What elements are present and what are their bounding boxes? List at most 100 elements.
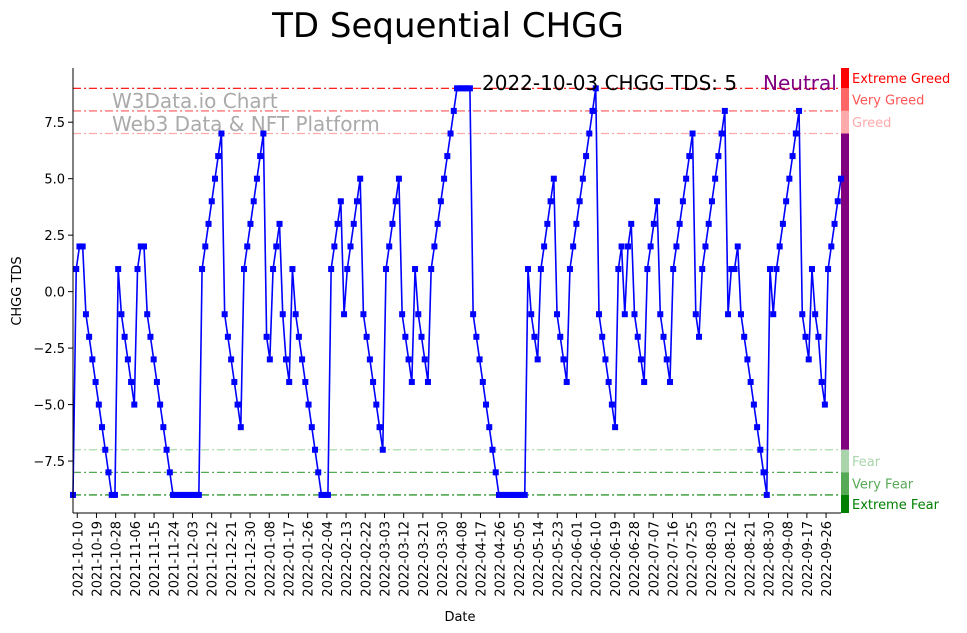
data-point bbox=[760, 469, 767, 476]
x-tick-label: 2021-10-19 bbox=[90, 521, 105, 597]
data-point bbox=[182, 491, 189, 498]
data-point bbox=[834, 198, 841, 205]
data-point bbox=[566, 266, 573, 273]
data-point bbox=[102, 446, 109, 453]
data-point bbox=[692, 311, 699, 318]
data-point bbox=[228, 356, 235, 363]
x-tick-label: 2022-09-26 bbox=[820, 521, 835, 597]
data-point bbox=[531, 333, 538, 340]
data-point bbox=[337, 198, 344, 205]
data-point bbox=[473, 333, 480, 340]
data-point bbox=[770, 311, 777, 318]
series-layer bbox=[70, 85, 844, 498]
watermark-line-title: W3Data.io Chart bbox=[112, 89, 278, 113]
data-point bbox=[621, 311, 628, 318]
data-point bbox=[818, 378, 825, 385]
x-tick-label: 2021-11-24 bbox=[167, 521, 182, 597]
x-tick-label: 2022-01-08 bbox=[263, 521, 278, 597]
data-point bbox=[544, 220, 551, 227]
x-tick-label: 2022-05-05 bbox=[513, 521, 528, 597]
data-point bbox=[163, 446, 170, 453]
status-label: Neutral bbox=[763, 71, 837, 95]
data-point bbox=[666, 378, 673, 385]
x-tick-label: 2021-12-03 bbox=[186, 521, 201, 597]
data-point bbox=[479, 378, 486, 385]
data-point bbox=[579, 175, 586, 182]
data-point bbox=[812, 311, 819, 318]
data-point bbox=[673, 243, 680, 250]
data-point bbox=[134, 266, 141, 273]
data-point bbox=[95, 401, 102, 408]
sentiment-zone-labels: Extreme Greed Very Greed Greed Fear Very Fea… bbox=[852, 72, 950, 513]
data-point bbox=[208, 198, 215, 205]
data-point bbox=[708, 198, 715, 205]
data-point bbox=[508, 491, 515, 498]
data-point bbox=[757, 446, 764, 453]
data-point bbox=[557, 333, 564, 340]
x-tick-label: 2022-02-04 bbox=[321, 521, 336, 597]
x-tick-label: 2022-04-17 bbox=[474, 521, 489, 597]
data-point bbox=[260, 130, 267, 137]
y-tick-label: 7.5 bbox=[44, 116, 65, 131]
x-ticks: 2021-10-10 2021-10-19 2021-10-28 2021-11-06… bbox=[71, 513, 835, 597]
data-point bbox=[647, 243, 654, 250]
data-point bbox=[463, 85, 470, 92]
data-point bbox=[754, 424, 761, 431]
data-point bbox=[108, 491, 115, 498]
data-point bbox=[118, 311, 125, 318]
data-point bbox=[231, 378, 238, 385]
data-point bbox=[205, 220, 212, 227]
data-point bbox=[683, 175, 690, 182]
x-tick-label: 2022-03-21 bbox=[417, 521, 432, 597]
data-point bbox=[524, 266, 531, 273]
data-point bbox=[718, 130, 725, 137]
data-point bbox=[176, 491, 183, 498]
data-point bbox=[495, 491, 502, 498]
x-tick-label: 2022-04-26 bbox=[494, 521, 509, 597]
data-point bbox=[282, 356, 289, 363]
data-point bbox=[789, 153, 796, 160]
data-point bbox=[828, 243, 835, 250]
data-point bbox=[431, 243, 438, 250]
data-point bbox=[744, 356, 751, 363]
data-point bbox=[631, 311, 638, 318]
data-point bbox=[576, 198, 583, 205]
data-point bbox=[86, 333, 93, 340]
data-point bbox=[792, 130, 799, 137]
data-point bbox=[605, 378, 612, 385]
data-point bbox=[273, 243, 280, 250]
data-point bbox=[802, 333, 809, 340]
data-point bbox=[299, 356, 306, 363]
data-point bbox=[767, 266, 774, 273]
data-point bbox=[224, 333, 231, 340]
data-point bbox=[312, 446, 319, 453]
data-point bbox=[295, 333, 302, 340]
data-point bbox=[466, 85, 473, 92]
y-axis-label: CHGG TDS bbox=[10, 256, 25, 325]
data-point bbox=[363, 333, 370, 340]
data-point bbox=[166, 469, 173, 476]
data-point bbox=[315, 469, 322, 476]
x-tick-label: 2021-10-10 bbox=[71, 521, 86, 597]
data-point bbox=[502, 491, 509, 498]
data-point bbox=[637, 356, 644, 363]
data-point bbox=[763, 491, 770, 498]
data-point bbox=[796, 107, 803, 114]
data-point bbox=[457, 85, 464, 92]
x-tick-label: 2022-02-13 bbox=[340, 521, 355, 597]
data-point bbox=[418, 333, 425, 340]
data-point bbox=[641, 378, 648, 385]
data-point bbox=[702, 243, 709, 250]
data-point bbox=[124, 356, 131, 363]
data-point bbox=[121, 333, 128, 340]
data-point bbox=[179, 491, 186, 498]
data-point bbox=[189, 491, 196, 498]
data-point bbox=[211, 175, 218, 182]
data-point bbox=[218, 130, 225, 137]
data-point bbox=[715, 153, 722, 160]
data-point bbox=[747, 378, 754, 385]
data-point bbox=[186, 491, 193, 498]
x-tick-label: 2022-06-19 bbox=[609, 521, 624, 597]
data-point bbox=[595, 311, 602, 318]
